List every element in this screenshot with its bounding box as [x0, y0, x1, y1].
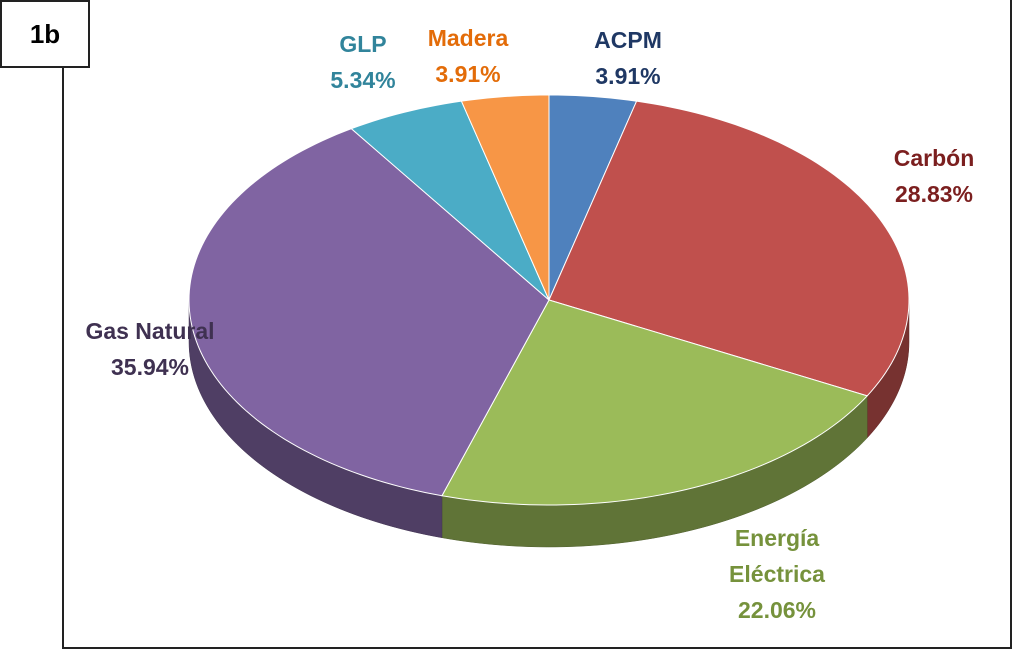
annotation: 1b [0, 0, 90, 68]
category-label: ACPM [594, 27, 662, 53]
category-label: Carbón [893, 145, 975, 171]
value-label: 22.06% [737, 597, 816, 623]
data-label: Gas Natural 35.94% [85, 313, 214, 385]
value-label: 28.83% [894, 181, 973, 207]
data-label: Madera 3.91% [428, 20, 509, 92]
category-label: Energía Eléctrica [729, 525, 825, 587]
value-label: 3.91% [595, 63, 661, 89]
value-label: 3.91% [435, 61, 501, 87]
data-label: GLP 5.34% [330, 26, 395, 98]
slice [350, 100, 550, 301]
slice [188, 128, 550, 497]
data-label: Carbón 28.83% [894, 140, 975, 212]
category-label: GLP [339, 31, 387, 57]
slice [548, 100, 910, 397]
value-label: 5.34% [330, 67, 396, 93]
data-label: Energía Eléctrica 22.06% [702, 520, 852, 628]
chart-frame [62, 0, 1012, 649]
slice [460, 94, 550, 301]
value-label: 35.94% [110, 354, 190, 380]
slice [548, 94, 638, 301]
slice [441, 299, 869, 506]
category-label: Gas Natural [85, 318, 215, 344]
category-label: Madera [427, 25, 509, 51]
data-label: ACPM 3.91% [594, 22, 662, 94]
